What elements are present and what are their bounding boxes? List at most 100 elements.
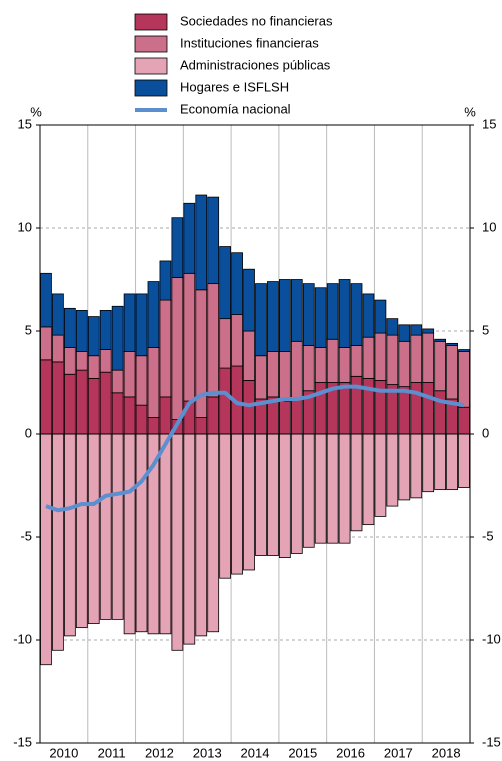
- bar: [63, 347, 76, 375]
- legend-label: Administraciones públicas: [180, 57, 331, 72]
- bar: [398, 386, 411, 435]
- bar: [255, 433, 267, 556]
- bar: [326, 338, 339, 383]
- bar: [52, 433, 64, 651]
- y2-tick-label: 5: [482, 322, 489, 337]
- y-tick-label: 5: [25, 322, 32, 337]
- bar: [362, 293, 375, 338]
- bar: [99, 309, 112, 350]
- bar: [398, 324, 411, 342]
- legend-swatch: [134, 35, 168, 53]
- bar: [386, 433, 399, 507]
- line: [45, 384, 465, 513]
- bar: [398, 433, 411, 501]
- bar: [135, 355, 148, 406]
- bar: [207, 283, 220, 398]
- y-tick-label: -10: [13, 631, 32, 646]
- y2-tick-label: -15: [482, 734, 501, 749]
- bar: [219, 433, 232, 579]
- bar: [75, 433, 88, 629]
- bar: [52, 293, 64, 336]
- bar: [434, 390, 447, 435]
- bar: [123, 351, 136, 398]
- bar: [75, 369, 88, 435]
- bar: [147, 281, 160, 348]
- bar: [159, 396, 172, 435]
- bar: [338, 433, 351, 544]
- bar: [171, 217, 184, 278]
- bar: [290, 340, 303, 400]
- bar: [362, 433, 375, 526]
- bar: [290, 433, 303, 554]
- bar: [219, 367, 232, 435]
- bar: [243, 433, 255, 571]
- bar: [350, 345, 363, 377]
- y-tick-label: -15: [13, 734, 32, 749]
- bar: [111, 369, 124, 394]
- bar: [135, 293, 148, 357]
- bar: [243, 268, 255, 332]
- bar: [159, 433, 172, 635]
- x-tick-label: 2013: [193, 745, 222, 760]
- bar: [458, 349, 470, 353]
- x-tick-label: 2015: [288, 745, 317, 760]
- bar: [52, 361, 64, 435]
- x-tick-label: 2012: [145, 745, 174, 760]
- bar: [458, 351, 470, 408]
- bar: [255, 355, 267, 400]
- bar: [278, 433, 291, 558]
- bar: [434, 340, 447, 392]
- plot-frame: [39, 124, 471, 744]
- bar: [422, 433, 435, 493]
- bar: [183, 202, 196, 274]
- bar: [290, 279, 303, 342]
- bar: [52, 334, 64, 363]
- y-tick-label: 0: [25, 425, 32, 440]
- bar: [87, 355, 100, 379]
- bar: [422, 332, 435, 383]
- bar: [135, 404, 148, 435]
- bar: [458, 406, 470, 435]
- bar: [195, 417, 208, 435]
- bar: [458, 433, 470, 488]
- y-tick-label: 10: [18, 219, 32, 234]
- y2-unit: %: [464, 104, 476, 119]
- bar: [231, 433, 243, 575]
- bar: [338, 347, 351, 383]
- bar: [434, 433, 447, 491]
- bar: [410, 334, 423, 383]
- bar: [99, 349, 112, 373]
- bar: [87, 316, 100, 357]
- bar: [40, 326, 52, 361]
- y2-tick-label: 15: [482, 116, 496, 131]
- bar: [111, 392, 124, 435]
- bar: [123, 433, 136, 635]
- x-tick-label: 2017: [384, 745, 413, 760]
- bar: [314, 347, 327, 383]
- bar: [302, 283, 315, 346]
- bar: [278, 351, 291, 402]
- bar: [183, 272, 196, 402]
- bar: [207, 196, 220, 285]
- bar: [386, 318, 399, 336]
- x-tick-label: 2010: [49, 745, 78, 760]
- bar: [267, 281, 279, 352]
- bar: [195, 194, 208, 291]
- legend-label: Sociedades no financieras: [180, 13, 333, 28]
- bar: [386, 334, 399, 385]
- bar: [302, 433, 315, 548]
- bar: [326, 433, 339, 544]
- bar: [135, 433, 148, 633]
- y-tick-label: 15: [18, 116, 32, 131]
- bar: [63, 373, 76, 435]
- bar: [326, 283, 339, 340]
- bar: [147, 347, 160, 418]
- bar: [374, 299, 387, 334]
- bar: [398, 340, 411, 388]
- bar: [195, 433, 208, 637]
- bar: [410, 324, 423, 336]
- bar: [422, 328, 435, 334]
- x-tick-label: 2016: [336, 745, 365, 760]
- y2-tick-label: -10: [482, 631, 501, 646]
